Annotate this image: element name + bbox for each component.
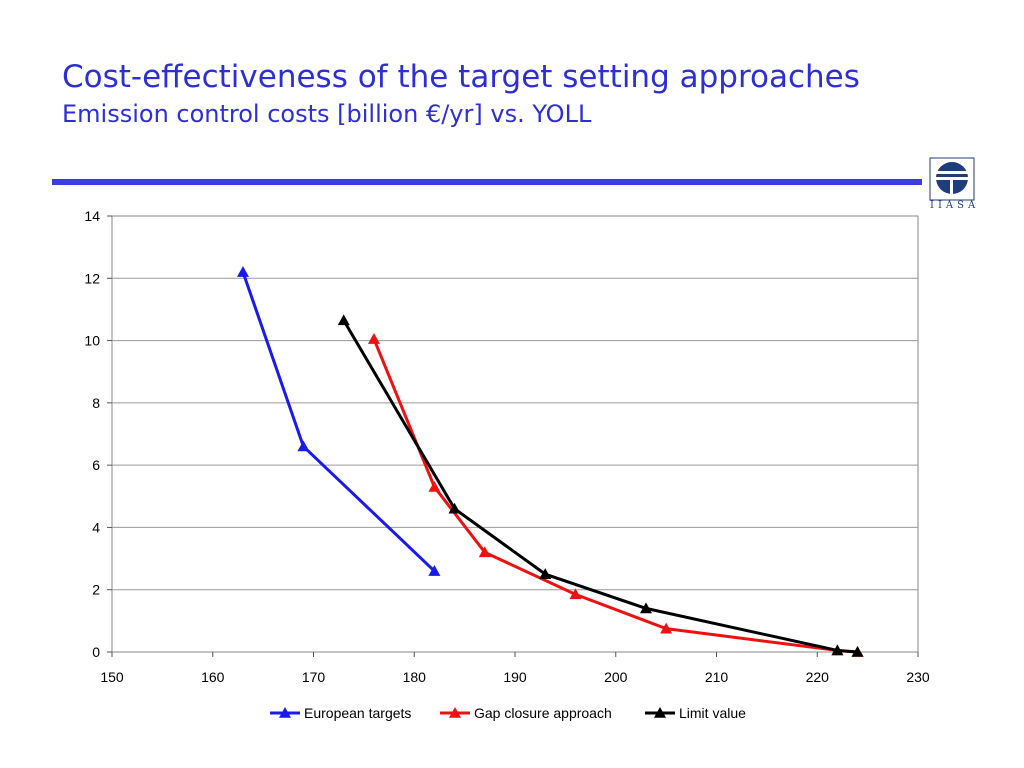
data-point xyxy=(478,546,491,558)
data-point xyxy=(851,646,864,657)
y-tick-label: 14 xyxy=(84,208,100,224)
y-tick-label: 6 xyxy=(92,457,100,473)
y-tick-label: 2 xyxy=(92,582,100,598)
x-tick-label: 230 xyxy=(906,669,930,685)
y-tick-label: 0 xyxy=(92,644,100,660)
legend-label: European targets xyxy=(304,705,411,721)
legend-marker xyxy=(654,707,666,718)
data-point xyxy=(639,602,652,614)
data-point xyxy=(367,333,380,344)
legend-label: Limit value xyxy=(679,705,746,721)
legend: European targets Gap closure approach Limi… xyxy=(270,705,746,721)
y-tick-label: 8 xyxy=(92,395,100,411)
data-point xyxy=(428,480,441,492)
legend-label: Gap closure approach xyxy=(474,705,612,721)
x-tick-label: 170 xyxy=(302,669,326,685)
data-point xyxy=(297,440,310,452)
legend-marker xyxy=(449,707,461,718)
y-tick-label: 12 xyxy=(84,270,100,286)
data-point xyxy=(831,644,844,656)
data-point xyxy=(337,314,350,326)
slide-subtitle: Emission control costs [billion €/yr] vs… xyxy=(62,100,592,128)
axes: 0 2 4 6 8 10 12 14 150 160 170 180 190 200 210 220 230 xyxy=(84,208,929,685)
data-point xyxy=(569,588,582,600)
data-point xyxy=(236,266,249,277)
gridlines xyxy=(112,277,918,591)
x-tick-label: 180 xyxy=(403,669,427,685)
plot-area xyxy=(111,215,919,653)
y-tick-label: 4 xyxy=(92,519,100,535)
data-point xyxy=(660,622,673,634)
data-point xyxy=(539,568,552,579)
title-divider xyxy=(52,179,922,185)
data-point xyxy=(448,502,461,514)
globe-icon xyxy=(929,157,975,201)
x-tick-label: 160 xyxy=(201,669,225,685)
x-tick-label: 150 xyxy=(100,669,124,685)
y-tick-label: 10 xyxy=(84,333,100,349)
x-tick-label: 190 xyxy=(503,669,527,685)
x-tick-label: 220 xyxy=(806,669,830,685)
iiasa-logo xyxy=(928,156,976,216)
x-tick-label: 210 xyxy=(705,669,729,685)
legend-marker xyxy=(279,707,291,718)
series-group xyxy=(236,266,864,657)
data-point xyxy=(428,565,441,576)
slide-title: Cost-effectiveness of the target setting… xyxy=(62,59,860,95)
x-tick-label: 200 xyxy=(604,669,628,685)
logo-text: IIASA xyxy=(930,200,980,211)
